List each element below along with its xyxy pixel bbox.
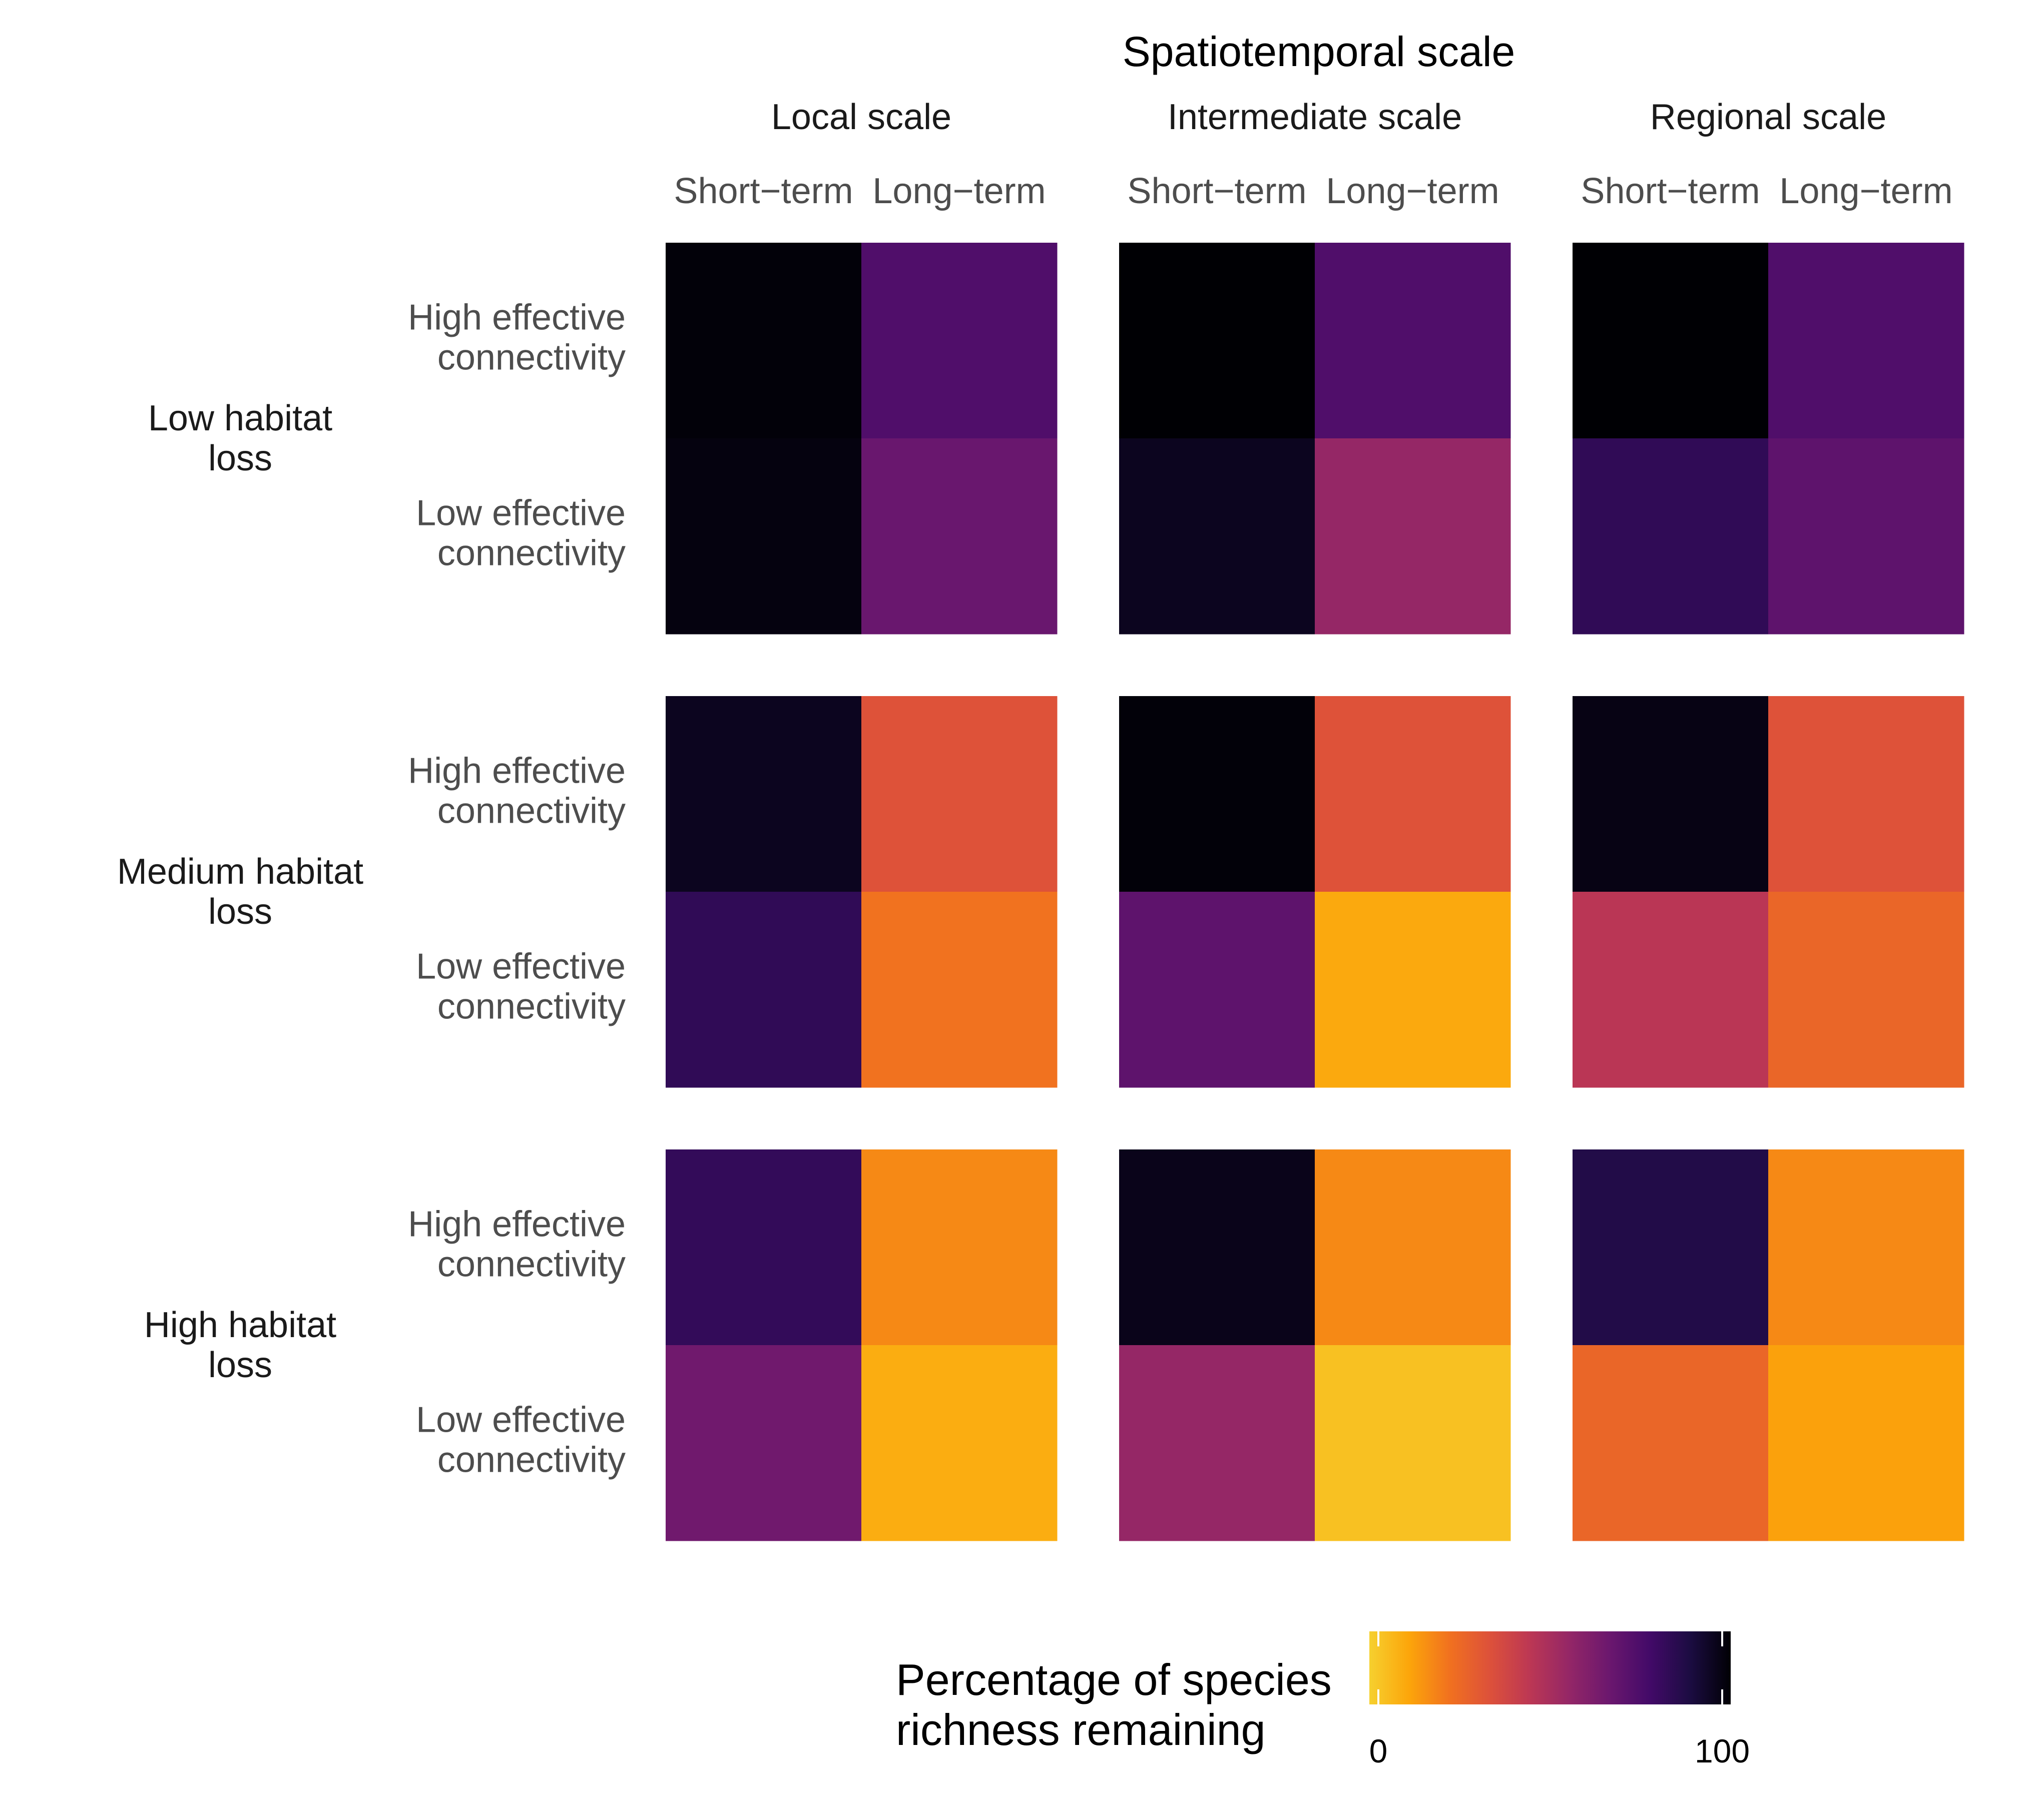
heatmap-cell [1573, 243, 1769, 439]
x-tick-label: Short−term [674, 171, 853, 211]
y-tick-label: connectivity [437, 1440, 626, 1480]
heatmap-cell [1315, 696, 1511, 892]
legend-title-line-2: richness remaining [896, 1705, 1266, 1754]
y-tick-label: connectivity [437, 987, 626, 1027]
heatmap-cell [1315, 892, 1511, 1088]
y-tick-label: connectivity [437, 791, 626, 831]
heatmap-cell [1573, 696, 1769, 892]
column-facet-label: Local scale [771, 97, 951, 137]
heatmap-cell [861, 696, 1058, 892]
x-tick-label: Long−term [1779, 171, 1952, 211]
y-tick-label: connectivity [437, 338, 626, 378]
row-facet-label: Low habitat [148, 398, 332, 438]
heatmap-cell [1119, 438, 1315, 635]
column-headers: Local scale Short−term Long−term Intermedia… [674, 97, 1952, 211]
heatmap-cell [1573, 1149, 1769, 1346]
x-tick-label: Long−term [872, 171, 1046, 211]
y-tick-label: Low effective [416, 1400, 626, 1440]
heatmap-cell [1768, 1149, 1964, 1346]
y-tick-label: High effective [408, 1205, 626, 1245]
x-tick-label: Short−term [1127, 171, 1306, 211]
heatmap-cell [1573, 438, 1769, 635]
x-tick-label: Short−term [1581, 171, 1760, 211]
heatmap-cell [1768, 438, 1964, 635]
heatmap-cell [1119, 1149, 1315, 1346]
heatmap-cell [1768, 696, 1964, 892]
heatmap-cell [1119, 892, 1315, 1088]
heatmap-cell [1119, 1345, 1315, 1541]
x-tick-label: Long−term [1326, 171, 1499, 211]
heatmap-cell [861, 1345, 1058, 1541]
colorbar-legend: Percentage of species richness remaining… [896, 1631, 1750, 1769]
heatmap-cell [1768, 892, 1964, 1088]
y-tick-label: High effective [408, 751, 626, 791]
heatmap-cell [1315, 243, 1511, 439]
heatmap-cell [666, 1345, 862, 1541]
heatmap-cell [1315, 438, 1511, 635]
heatmap-cell [666, 1149, 862, 1346]
heatmap-cell [1768, 243, 1964, 439]
heatmap-cell [666, 696, 862, 892]
heatmap-cell [666, 892, 862, 1088]
heatmap-cell [1315, 1345, 1511, 1541]
heatmap-cell [1573, 1345, 1769, 1541]
chart-title: Spatiotemporal scale [1123, 28, 1515, 75]
row-facet-label: High habitat [144, 1305, 336, 1345]
colorbar-ticks: 0 100 [1369, 1631, 1750, 1769]
heatmap-cell [1119, 243, 1315, 439]
heatmap-cell [666, 438, 862, 635]
column-facet-label: Intermediate scale [1168, 97, 1462, 137]
row-facet-label: loss [208, 1345, 272, 1385]
column-facet-label: Regional scale [1650, 97, 1886, 137]
heatmap-cell [1768, 1345, 1964, 1541]
heatmap-cell [861, 243, 1058, 439]
heatmap-cell [1315, 1149, 1511, 1346]
heatmap-cell [861, 892, 1058, 1088]
colorbar-tick-label: 0 [1369, 1732, 1388, 1769]
heatmap-cell [1119, 696, 1315, 892]
heatmap-cell [666, 243, 862, 439]
legend-title-line-1: Percentage of species [896, 1655, 1332, 1704]
y-tick-label: connectivity [437, 1245, 626, 1285]
row-facet-label: Medium habitat [117, 852, 363, 892]
heatmap-cell [1573, 892, 1769, 1088]
heatmap-cells [666, 243, 1964, 1541]
heatmap-cell [861, 1149, 1058, 1346]
y-tick-label: Low effective [416, 947, 626, 987]
y-tick-label: connectivity [437, 533, 626, 573]
y-tick-label: High effective [408, 298, 626, 338]
row-facet-label: loss [208, 438, 272, 478]
heatmap-cell [861, 438, 1058, 635]
row-facet-label: loss [208, 892, 272, 932]
colorbar [1369, 1631, 1731, 1704]
colorbar-tick-label: 100 [1695, 1732, 1750, 1769]
y-tick-label: Low effective [416, 493, 626, 533]
